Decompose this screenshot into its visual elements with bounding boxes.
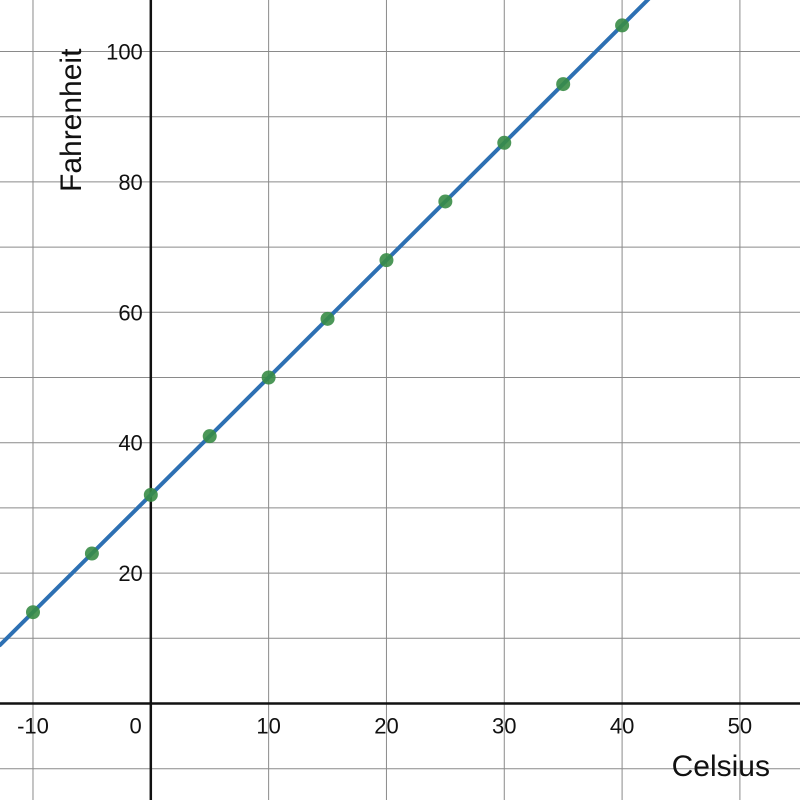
data-point bbox=[438, 194, 453, 209]
x-tick-label: 50 bbox=[728, 714, 752, 739]
x-axis-title: Celsius bbox=[672, 750, 770, 783]
x-tick-label: 10 bbox=[256, 714, 280, 739]
data-point bbox=[261, 370, 276, 385]
x-tick-label: 30 bbox=[492, 714, 516, 739]
x-tick-label: -10 bbox=[17, 714, 49, 739]
y-tick-label: 60 bbox=[118, 300, 142, 325]
data-point bbox=[25, 605, 40, 620]
y-tick-label: 100 bbox=[106, 40, 143, 65]
x-tick-label: 0 bbox=[130, 714, 142, 739]
data-point bbox=[84, 546, 99, 561]
y-tick-label: 20 bbox=[118, 561, 142, 586]
data-point bbox=[497, 135, 512, 150]
y-tick-label: 40 bbox=[118, 431, 142, 456]
data-point bbox=[202, 429, 217, 444]
x-tick-label: 40 bbox=[610, 714, 634, 739]
data-point bbox=[143, 487, 158, 502]
x-tick-label: 20 bbox=[374, 714, 398, 739]
regression-line bbox=[0, 0, 651, 648]
y-tick-label: 80 bbox=[118, 170, 142, 195]
y-axis-title: Fahrenheit bbox=[55, 48, 88, 192]
data-point bbox=[320, 311, 335, 326]
data-point bbox=[556, 77, 571, 92]
plot-area bbox=[0, 0, 651, 648]
data-point bbox=[379, 253, 394, 268]
tick-labels: -10 0 10 20 30 40 50 20 40 60 80 100 bbox=[17, 40, 752, 739]
data-point bbox=[615, 18, 630, 33]
